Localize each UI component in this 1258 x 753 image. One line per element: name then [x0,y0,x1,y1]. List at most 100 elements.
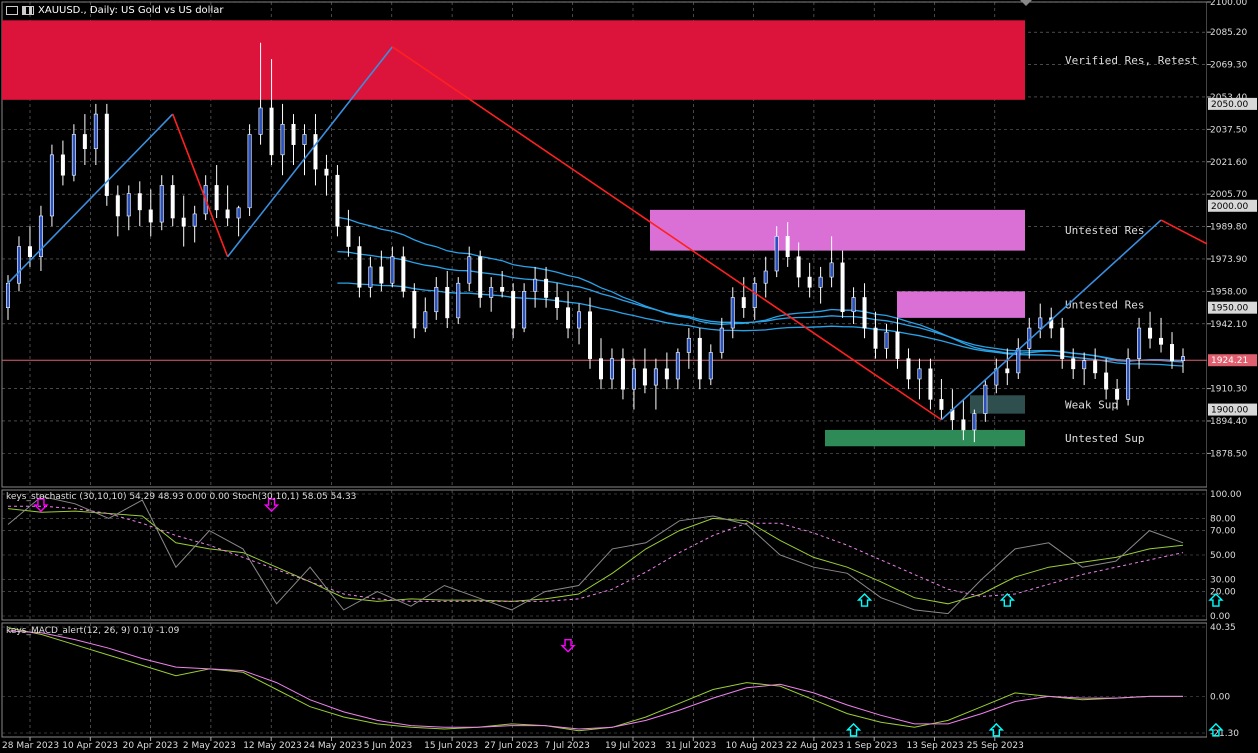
candle-bull [93,113,98,150]
zone-label-untested_res_2: Untested Res [1065,299,1144,312]
candle-bull [972,413,977,431]
candle-bear [1060,327,1065,359]
price-label: 1900.00 [1211,406,1248,416]
stoch-buy-arrow-icon [999,593,1015,607]
candle-bear [511,291,516,329]
x-tick-label: 25 Sep 2023 [967,741,1024,751]
candle-bull [631,368,636,390]
stoch-buy-arrow-icon [1208,593,1224,607]
candle-bear [379,266,384,284]
candle-bull [774,236,779,272]
candle-bull [1082,360,1087,370]
candle-bull [829,262,834,278]
candle-bull [258,107,263,135]
candle-bear [291,123,296,145]
x-tick-label: 5 Jun 2023 [364,741,412,751]
candle-bull [1137,327,1142,359]
candle-bear [445,286,450,319]
candle-bear [961,419,966,431]
chart-window-icon[interactable] [6,6,18,15]
candle-bear [895,331,900,359]
zone-label-untested_res_1: Untested Res [1065,224,1144,237]
x-tick-label: 2 May 2023 [183,741,236,751]
price-label: 1924.21 [1211,356,1248,366]
y-tick-label: 1973.90 [1210,255,1247,265]
x-tick-label: 31 Jul 2023 [665,741,716,751]
candle-bull [752,282,757,308]
candle-bull [489,286,494,298]
candle-bear [115,195,120,217]
stoch-buy-arrow-icon [856,593,873,607]
candle-bull [719,327,724,353]
bar-chart-icon[interactable] [22,6,34,15]
candle-bear [555,297,560,308]
x-tick-label: 1 Sep 2023 [846,741,897,751]
candle-bear [796,256,801,278]
zone-untested_res_2 [897,291,1025,318]
y-tick-label: 2085.20 [1210,28,1247,38]
candle-bear [807,276,812,288]
macd-y-tick-label: 0.00 [1210,692,1230,702]
price-label: 2050.00 [1211,100,1248,110]
candle-bear [181,217,186,227]
candle-bear [412,291,417,329]
candle-bull [236,207,241,219]
symbol-title: XAUUSD., Daily: US Gold vs US dollar [38,5,224,16]
x-tick-label: 19 Jul 2023 [605,741,656,751]
price-label-box [1208,301,1257,314]
x-tick-label: 28 Mar 2023 [2,741,59,751]
y-tick-label: 2005.70 [1210,190,1247,200]
price-label-box [1208,97,1257,110]
candle-bear [478,256,483,298]
candle-bull [851,297,856,313]
candle-bull [708,352,713,380]
candle-bull [1016,348,1021,374]
candle-bear [137,193,142,211]
zigzag-segment [171,113,229,258]
macd-signal-line [7,630,1183,730]
candle-bear [642,368,647,386]
x-tick-label: 7 Jul 2023 [545,741,590,751]
candle-bear [1071,358,1076,370]
zone-verified [2,20,1025,100]
x-tick-label: 13 Sep 2023 [907,741,964,751]
zone-label-verified: Verified Res, Retest [1065,54,1197,67]
y-tick-label: 1942.10 [1210,320,1247,330]
candle-bear [697,337,702,380]
x-tick-label: 15 Jun 2023 [424,741,478,751]
y-tick-label: 2100.00 [1210,0,1247,8]
stoch-y-tick-label: 30.00 [1210,575,1236,585]
stoch-main-line [7,508,1184,605]
candle-bull [368,266,373,288]
y-tick-label: 1958.00 [1210,287,1247,297]
candle-bear [1115,388,1120,400]
y-tick-label: 1878.50 [1210,449,1247,459]
macd-y-tick-label: 40.35 [1210,623,1236,633]
stoch-y-tick-label: 50.00 [1210,551,1236,561]
price-axis-bg [1207,0,1258,753]
candle-bull [159,185,164,223]
candle-bull [71,134,76,176]
candle-bull [6,282,11,308]
candle-bull [533,278,538,292]
candle-bull [653,368,658,386]
x-tick-label: 10 Apr 2023 [62,741,118,751]
macd-sell-arrow-icon [560,638,576,653]
candle-bull [686,337,691,353]
y-tick-label: 1989.80 [1210,223,1247,233]
y-tick-label: 1894.40 [1210,417,1247,427]
candle-bear [60,154,65,176]
candle-bull [16,246,21,284]
candle-bear [346,225,351,247]
stoch-y-tick-label: 70.00 [1210,527,1236,537]
stoch-y-tick-label: 80.00 [1210,514,1236,524]
candle-bear [939,399,944,410]
stoch-y-tick-label: 0.00 [1210,612,1230,622]
zigzag-segment [226,46,393,258]
x-tick-label: 27 Jun 2023 [484,741,538,751]
stoch-sell-arrow-icon [33,498,49,513]
zigzag-segment [391,46,942,421]
price-label-box [1208,199,1257,212]
candle-bull [577,311,582,329]
